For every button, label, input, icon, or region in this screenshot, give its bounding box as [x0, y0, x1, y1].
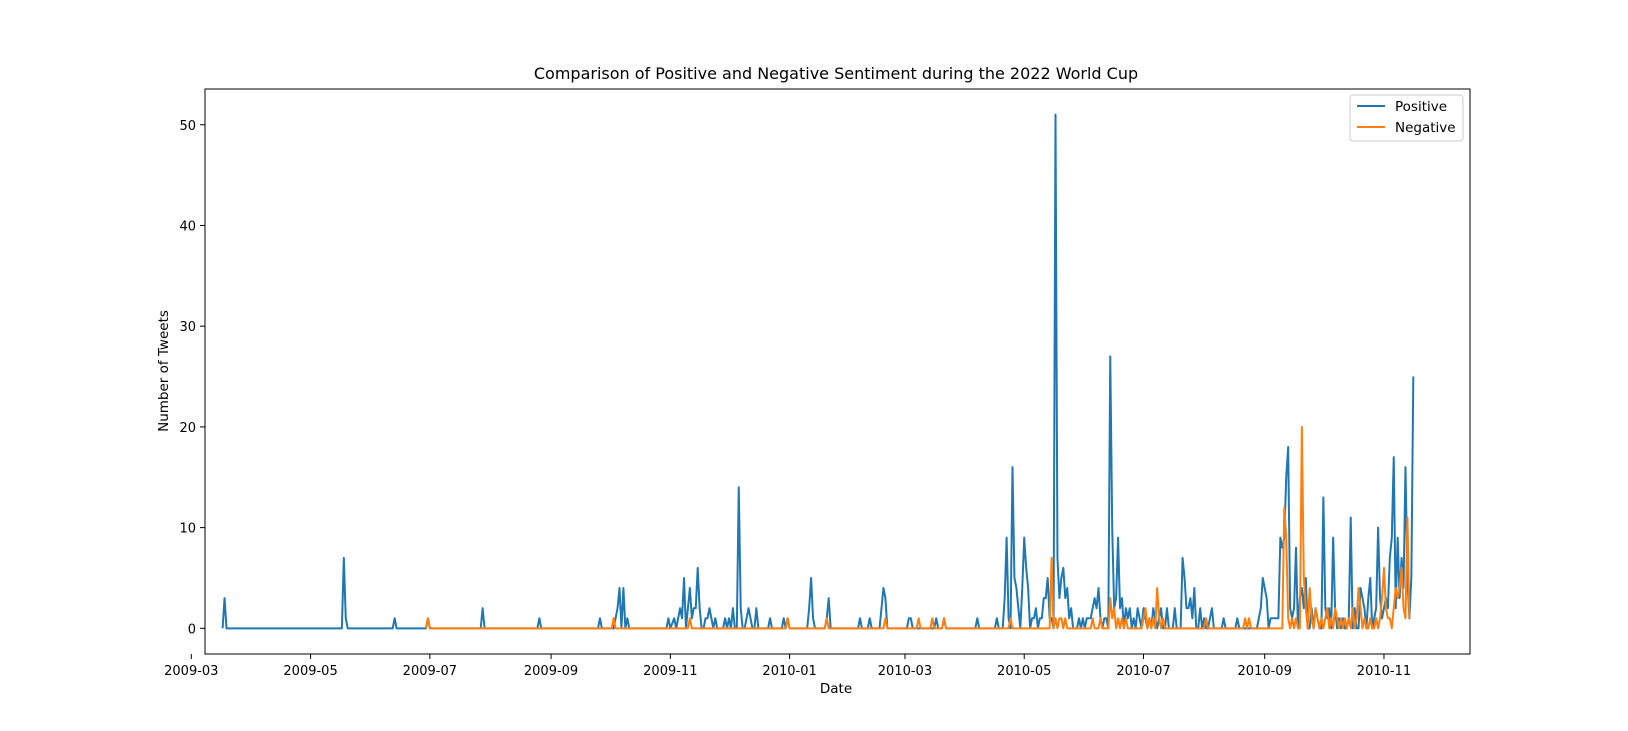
legend-label-positive: Positive [1395, 99, 1447, 115]
y-tick-label: 50 [179, 119, 196, 134]
legend: Positive Negative [1349, 94, 1464, 142]
y-tick-label: 20 [179, 421, 196, 436]
x-axis: 2009-03 2009-05 2009-07 2009-09 2009-11 2010-… [164, 654, 1411, 679]
y-tick-label: 0 [188, 622, 196, 637]
y-axis: 0 10 20 30 40 50 [179, 119, 205, 637]
chart-title: Comparison of Positive and Negative Sent… [534, 64, 1138, 83]
x-tick-label: 2010-07 [1116, 664, 1170, 679]
plot-frame [204, 88, 1471, 655]
x-tick-label: 2009-03 [164, 664, 218, 679]
x-tick-label: 2009-05 [283, 664, 337, 679]
y-tick-label: 10 [179, 522, 196, 537]
x-tick-label: 2010-03 [878, 664, 932, 679]
x-tick-label: 2009-07 [403, 664, 457, 679]
x-tick-label: 2010-05 [997, 664, 1051, 679]
plot-lines [221, 113, 1415, 630]
y-tick-label: 40 [179, 219, 196, 234]
y-axis-title: Number of Tweets [156, 310, 172, 432]
x-tick-label: 2010-11 [1357, 664, 1411, 679]
x-tick-label: 2010-09 [1238, 664, 1292, 679]
x-axis-title: Date [820, 681, 852, 697]
series-line-negative [424, 425, 1411, 630]
x-tick-label: 2009-09 [524, 664, 578, 679]
x-tick-label: 2009-11 [643, 664, 697, 679]
y-tick-label: 30 [179, 320, 196, 335]
x-tick-label: 2010-01 [762, 664, 816, 679]
legend-label-negative: Negative [1395, 120, 1456, 136]
